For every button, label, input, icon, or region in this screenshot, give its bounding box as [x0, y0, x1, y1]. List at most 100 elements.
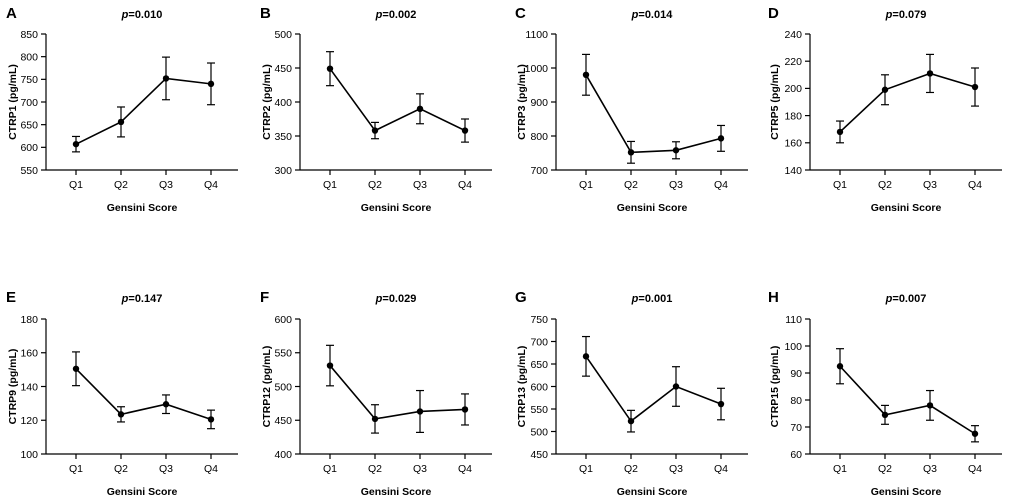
x-axis-label: Gensini Score — [617, 202, 688, 214]
y-tick-label: 140 — [784, 165, 802, 177]
y-tick-label: 550 — [530, 404, 548, 416]
x-tick-label: Q2 — [878, 463, 892, 475]
series-line — [75, 368, 212, 421]
data-point — [881, 411, 889, 419]
p-value: 0.001 — [645, 293, 673, 305]
y-tick-label: 1000 — [525, 63, 549, 75]
x-tick-label: Q3 — [923, 463, 937, 475]
data-point — [627, 417, 635, 425]
data-point — [416, 105, 424, 113]
y-tick-label: 180 — [20, 314, 38, 326]
x-axis-label: Gensini Score — [871, 202, 942, 214]
y-tick-label: 650 — [20, 119, 38, 131]
data-point — [582, 71, 590, 79]
x-tick-label: Q3 — [159, 463, 173, 475]
y-tick-label: 180 — [784, 110, 802, 122]
panel-letter: H — [768, 289, 779, 306]
x-tick-label: Q2 — [624, 463, 638, 475]
series-line — [585, 74, 722, 154]
x-axis-label: Gensini Score — [107, 486, 178, 498]
p-value-title: p=0.014 — [631, 9, 674, 21]
panel-letter: G — [515, 289, 527, 306]
x-tick-label: Q3 — [923, 179, 937, 191]
p-value: 0.014 — [645, 9, 673, 21]
x-axis-label: Gensini Score — [107, 202, 178, 214]
y-tick-label: 700 — [530, 336, 548, 348]
y-tick-label: 60 — [790, 449, 802, 461]
p-value: 0.002 — [389, 9, 417, 21]
x-tick-label: Q4 — [458, 463, 472, 475]
x-axis-label: Gensini Score — [361, 486, 432, 498]
x-axis-label: Gensini Score — [361, 202, 432, 214]
p-value-title: p=0.147 — [121, 293, 163, 305]
x-tick-label: Q2 — [114, 463, 128, 475]
x-tick-label: Q1 — [69, 463, 83, 475]
data-point — [162, 401, 170, 408]
y-tick-label: 100 — [20, 449, 38, 461]
p-value: 0.007 — [899, 293, 927, 305]
x-tick-label: Q4 — [968, 179, 982, 191]
data-point — [117, 118, 125, 126]
x-tick-label: Q1 — [833, 179, 847, 191]
y-tick-label: 450 — [274, 415, 292, 427]
x-tick-label: Q1 — [833, 463, 847, 475]
y-axis-label: CTRP12 (pg/mL) — [261, 346, 273, 428]
p-value-title: p=0.001 — [631, 293, 673, 305]
panel-letter: D — [768, 5, 779, 22]
x-tick-label: Q1 — [323, 179, 337, 191]
x-tick-label: Q2 — [624, 179, 638, 191]
x-tick-label: Q1 — [323, 463, 337, 475]
y-tick-label: 90 — [790, 368, 802, 380]
x-tick-label: Q2 — [878, 179, 892, 191]
y-tick-label: 600 — [20, 142, 38, 154]
panel-letter: C — [515, 5, 526, 22]
data-point — [836, 128, 844, 136]
x-tick-label: Q4 — [204, 463, 218, 475]
data-point — [162, 75, 170, 82]
x-tick-label: Q3 — [669, 463, 683, 475]
data-point — [207, 80, 215, 88]
data-point — [326, 65, 334, 72]
y-tick-label: 160 — [784, 138, 802, 150]
data-point — [971, 430, 979, 437]
x-tick-label: Q2 — [368, 179, 382, 191]
y-tick-label: 200 — [784, 83, 802, 95]
data-point — [926, 402, 934, 409]
data-point — [836, 363, 844, 370]
p-value: 0.010 — [135, 9, 163, 21]
y-tick-label: 120 — [20, 415, 38, 427]
y-tick-label: 350 — [274, 131, 292, 143]
data-point — [207, 416, 215, 423]
p-value-title: p=0.002 — [375, 9, 417, 21]
x-axis-label: Gensini Score — [871, 486, 942, 498]
y-tick-label: 500 — [274, 29, 292, 41]
x-tick-label: Q3 — [413, 179, 427, 191]
data-point — [72, 365, 80, 372]
x-tick-label: Q3 — [413, 463, 427, 475]
panel-letter: B — [260, 5, 271, 22]
data-point — [672, 383, 680, 390]
p-value-title: p=0.007 — [885, 293, 927, 305]
y-tick-label: 70 — [790, 422, 802, 434]
x-tick-label: Q2 — [114, 179, 128, 191]
data-point — [926, 70, 934, 77]
y-tick-label: 700 — [530, 165, 548, 177]
data-point — [672, 147, 680, 154]
data-point — [881, 86, 889, 93]
y-tick-label: 400 — [274, 97, 292, 109]
p-value: 0.029 — [389, 293, 417, 305]
y-tick-label: 800 — [530, 131, 548, 143]
x-tick-label: Q1 — [579, 179, 593, 191]
series-line — [839, 365, 976, 435]
x-tick-label: Q4 — [714, 463, 728, 475]
x-tick-label: Q4 — [714, 179, 728, 191]
x-tick-label: Q4 — [458, 179, 472, 191]
y-axis-label: CTRP9 (pg/mL) — [7, 349, 19, 425]
y-axis-label: CTRP5 (pg/mL) — [769, 64, 781, 140]
